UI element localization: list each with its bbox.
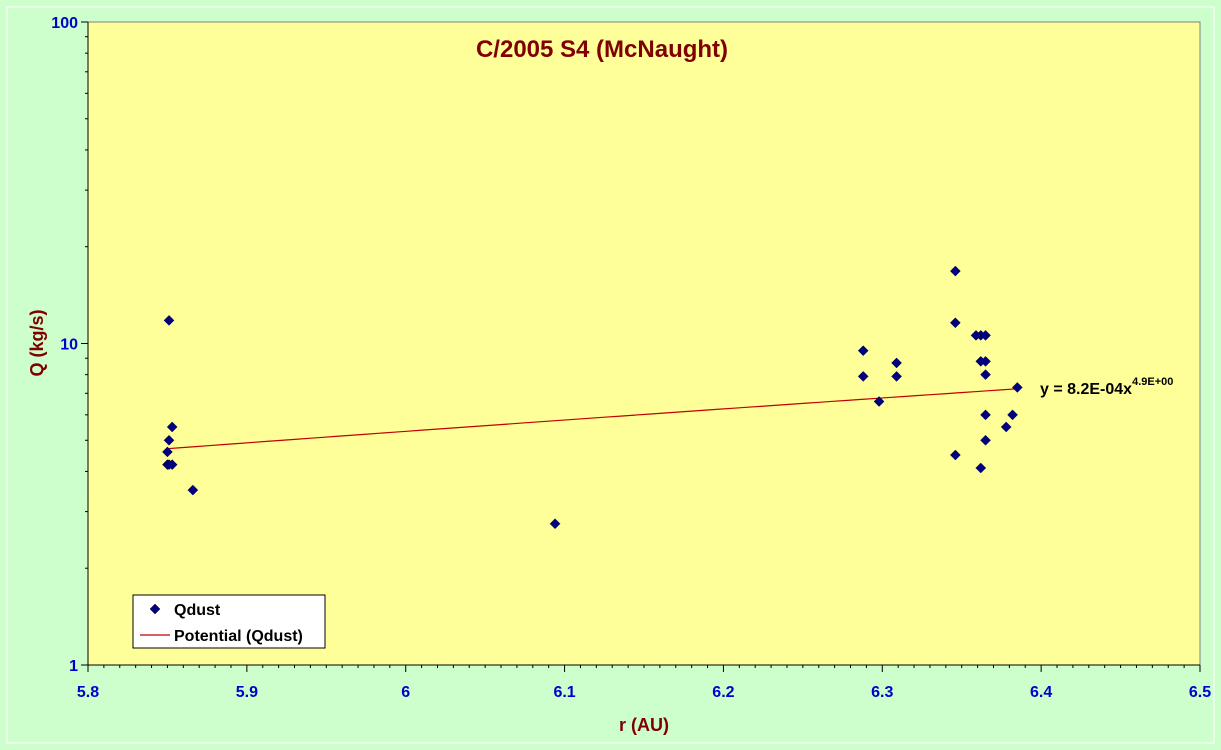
data-point xyxy=(163,434,175,446)
legend: Qdust Potential (Qdust) xyxy=(132,594,326,649)
data-point xyxy=(166,421,178,433)
data-point xyxy=(950,449,961,461)
data-point xyxy=(980,434,991,446)
trendline-equation-main: y = 8.2E-04x xyxy=(1040,381,1132,398)
data-point xyxy=(549,518,561,530)
legend-label-trend: Potential (Qdust) xyxy=(174,628,303,645)
y-tick-label: 1 xyxy=(69,658,78,675)
data-point xyxy=(163,315,175,326)
legend-label-qdust: Qdust xyxy=(174,602,221,619)
trendline xyxy=(167,388,1018,450)
data-point xyxy=(1000,421,1012,433)
data-point xyxy=(975,462,987,474)
data-point xyxy=(857,345,869,357)
y-axis: 1 10 100 xyxy=(51,15,88,675)
x-tick-label: 6.1 xyxy=(553,684,575,701)
data-point xyxy=(980,409,991,421)
data-point xyxy=(873,396,885,407)
trendline-equation-exponent: 4.9E+00 xyxy=(1132,376,1173,388)
data-point xyxy=(980,355,991,367)
x-tick-label: 6.4 xyxy=(1030,684,1052,701)
data-point xyxy=(950,265,961,277)
legend-marker-qdust xyxy=(149,603,161,615)
x-tick-label: 6 xyxy=(401,684,410,701)
x-axis: 5.8 5.9 6 6.1 6.2 6.3 6.4 6.5 xyxy=(77,665,1211,701)
x-tick-label: 6.3 xyxy=(871,684,893,701)
data-point xyxy=(980,330,991,341)
x-tick-label: 5.9 xyxy=(236,684,258,701)
y-axis-label: Q (kg/s) xyxy=(27,309,47,376)
x-tick-label: 5.8 xyxy=(77,684,99,701)
data-point xyxy=(980,369,991,381)
data-point xyxy=(1011,382,1023,393)
data-points xyxy=(162,265,1023,530)
plot-area xyxy=(87,21,1201,666)
data-point xyxy=(162,446,173,458)
chart-title: C/2005 S4 (McNaught) xyxy=(476,36,728,63)
x-tick-label: 6.5 xyxy=(1189,684,1211,701)
y-tick-label: 10 xyxy=(60,337,78,354)
data-point xyxy=(1007,409,1018,421)
y-tick-label: 100 xyxy=(51,15,78,32)
trendline-equation: y = 8.2E-04x4.9E+00 xyxy=(1040,376,1173,398)
x-tick-label: 6.2 xyxy=(712,684,734,701)
data-point xyxy=(166,459,178,470)
legend-box xyxy=(132,594,326,649)
x-axis-label: r (AU) xyxy=(619,715,669,735)
data-point xyxy=(857,371,869,382)
data-point xyxy=(891,357,902,369)
data-point xyxy=(891,371,902,382)
data-point xyxy=(187,484,199,496)
data-point xyxy=(950,317,961,329)
